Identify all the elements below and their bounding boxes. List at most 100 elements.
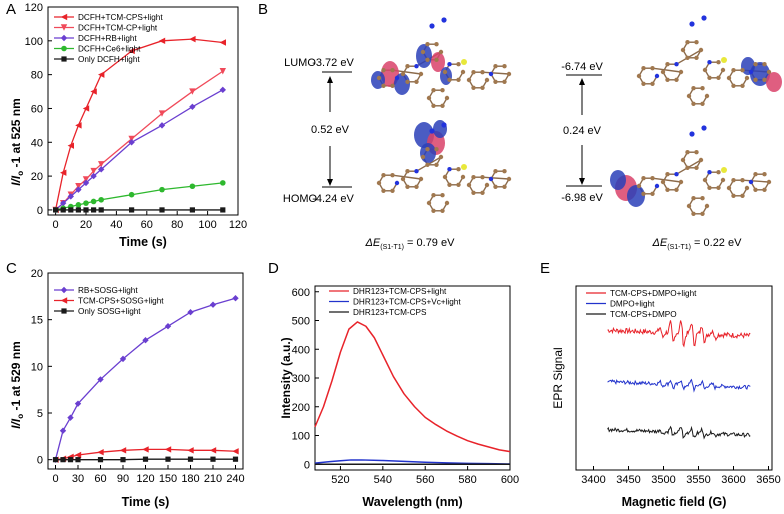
- data-point: [209, 447, 217, 454]
- sulfur-atom: [721, 167, 727, 173]
- panel-c-chart: 0 30 60 90 120 150 180 210 240 0 5 10 15 20 Time (s) RB…: [31, 268, 245, 509]
- atom: [376, 180, 382, 186]
- atom: [502, 169, 507, 174]
- atom: [400, 71, 406, 77]
- data-point: [158, 122, 166, 129]
- data-point: [82, 176, 90, 183]
- atom: [748, 69, 754, 75]
- atom: [636, 73, 642, 79]
- legend-entry: TCM-CPS+SOSG+light: [78, 297, 164, 306]
- y-tick-label: 100: [292, 431, 310, 443]
- atom: [502, 184, 507, 189]
- data-point: [187, 309, 194, 316]
- atom: [726, 75, 732, 81]
- panel-a-ylabel: I/Io -1 at 525 nm: [9, 98, 25, 186]
- data-point: [98, 161, 105, 168]
- atom: [460, 69, 466, 75]
- atom: [390, 173, 395, 178]
- atom: [740, 68, 745, 73]
- left-gap-arrowhead-up: [327, 76, 333, 83]
- legend-marker: [60, 13, 68, 21]
- data-point: [90, 198, 97, 205]
- x-tick-label: 0: [52, 473, 58, 485]
- atom: [390, 68, 395, 73]
- atom: [641, 66, 646, 71]
- atom: [691, 196, 696, 201]
- atom: [440, 88, 445, 93]
- orbital-lobe: [416, 44, 432, 68]
- atom: [731, 68, 736, 73]
- atom: [484, 77, 490, 83]
- atom: [698, 157, 704, 163]
- data-point: [74, 400, 82, 407]
- atom: [704, 203, 710, 209]
- atom: [641, 176, 646, 181]
- panel-a-ylabel-sub: o: [16, 171, 25, 176]
- y-tick-label: 0: [304, 459, 310, 471]
- atom: [405, 169, 410, 174]
- x-tick-label: 60: [141, 219, 153, 231]
- data-point: [232, 456, 239, 462]
- atom: [694, 165, 699, 170]
- atom: [665, 62, 670, 67]
- atom: [456, 77, 461, 82]
- x-tick-label: 520: [331, 474, 349, 486]
- atom: [390, 188, 395, 193]
- legend-entry: DMPO+light: [610, 300, 655, 309]
- atom: [740, 83, 745, 88]
- atom: [700, 211, 705, 216]
- atom: [456, 167, 461, 172]
- data-point: [75, 186, 82, 193]
- data-point: [52, 457, 59, 463]
- data-point: [59, 427, 67, 434]
- spectrum-line: [314, 321, 511, 453]
- atom: [466, 77, 472, 83]
- legend-entry: DCFH+Ce6+light: [78, 45, 141, 54]
- data-point: [67, 414, 74, 421]
- data-point: [98, 166, 105, 173]
- atom: [394, 75, 400, 81]
- y-tick-label: 80: [31, 70, 43, 82]
- atom: [762, 172, 767, 177]
- data-point: [232, 448, 239, 455]
- atom: [414, 64, 419, 69]
- atom: [650, 66, 655, 71]
- atom: [426, 95, 432, 101]
- atom: [414, 169, 419, 174]
- legend-entry: DCFH+TCM-CP+light: [78, 24, 158, 33]
- atom: [434, 57, 439, 62]
- x-axis-label: Wavelength (nm): [362, 495, 462, 509]
- lumo-label: LUMO: [284, 57, 316, 69]
- x-tick-label: 30: [72, 473, 84, 485]
- y-axis-label: Intensity (a.u.): [279, 337, 293, 418]
- atom: [506, 176, 512, 182]
- atom: [390, 83, 395, 88]
- data-point: [60, 457, 66, 463]
- data-point: [220, 207, 226, 213]
- right-delta-symbol: ΔE: [652, 237, 668, 249]
- atom: [480, 175, 485, 180]
- atom: [762, 187, 767, 192]
- atom: [694, 150, 699, 155]
- legend-marker: [60, 24, 68, 31]
- atom: [381, 188, 386, 193]
- atom: [674, 62, 679, 67]
- y-tick-label: 10: [31, 361, 43, 373]
- data-point: [119, 355, 127, 363]
- panel-letter-d: D: [268, 260, 279, 277]
- atom: [381, 173, 386, 178]
- orbital-lobe: [371, 71, 385, 89]
- atom: [418, 71, 424, 77]
- atom: [744, 185, 750, 191]
- atom: [440, 103, 445, 108]
- panel-letter-b: B: [258, 1, 268, 18]
- atom: [431, 103, 436, 108]
- data-point: [75, 183, 82, 190]
- atom: [698, 47, 704, 53]
- atom: [471, 175, 476, 180]
- atom: [680, 47, 686, 53]
- data-point: [75, 457, 81, 463]
- atom: [488, 176, 494, 182]
- x-axis-label: Time (s): [119, 235, 167, 249]
- atom: [471, 70, 476, 75]
